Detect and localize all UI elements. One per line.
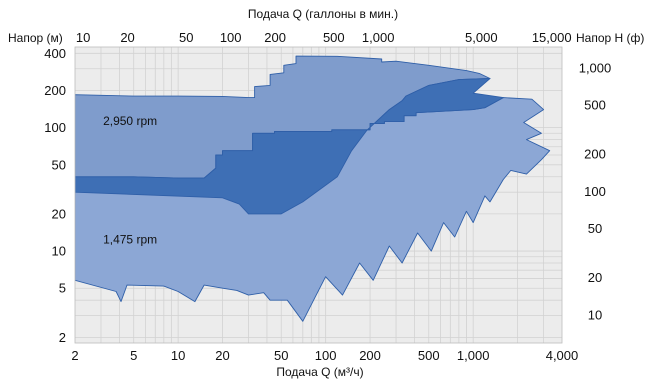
x2-tick-label: 5,000 [465, 30, 498, 45]
annotations: 2,950 rpm 1,475 rpm [103, 114, 157, 247]
y2-tick-label: 10 [588, 307, 602, 322]
range-area-overlap [75, 78, 504, 215]
operating-ranges [75, 55, 551, 322]
x2-tick-label: 50 [179, 30, 193, 45]
rpm-annotation: 1,475 rpm [103, 233, 157, 247]
x2-tick-label: 1,000 [362, 30, 395, 45]
y-tick-label: 400 [44, 46, 66, 61]
x-tick-label: 20 [215, 348, 229, 363]
y-tick-label: 2 [59, 330, 66, 345]
rpm-annotation: 2,950 rpm [103, 114, 157, 128]
y-axis-title: Напор (м) [8, 31, 63, 45]
y2-tick-label: 20 [588, 270, 602, 285]
x2-tick-label: 200 [264, 30, 286, 45]
x-tick-label: 2 [71, 348, 78, 363]
y-tick-label: 5 [59, 281, 66, 296]
x2-tick-label: 20 [120, 30, 134, 45]
x-tick-label: 10 [171, 348, 185, 363]
x2-tick-label: 10 [76, 30, 90, 45]
x2-tick-label: 100 [220, 30, 242, 45]
x-tick-label: 50 [274, 348, 288, 363]
x2-tick-label: 15,000 [532, 30, 572, 45]
x-tick-label: 200 [359, 348, 381, 363]
y-tick-label: 20 [52, 206, 66, 221]
y2-tick-label: 100 [584, 184, 606, 199]
y2-tick-label: 500 [584, 98, 606, 113]
axis-ticks: 2 5 10 20 50 100 200 500 1,000 4,000 10 20 50 100 200 5… [44, 30, 611, 363]
x-tick-label: 1,000 [457, 348, 490, 363]
x-tick-label: 4,000 [546, 348, 579, 363]
y-tick-label: 100 [44, 120, 66, 135]
plot-frame [74, 46, 563, 344]
y-tick-label: 10 [52, 244, 66, 259]
x2-tick-label: 500 [323, 30, 345, 45]
y2-axis-title: Напор H (ф) [576, 31, 644, 45]
x-tick-label: 100 [315, 348, 337, 363]
y-tick-label: 50 [52, 157, 66, 172]
x-tick-label: 500 [418, 348, 440, 363]
y-tick-label: 200 [44, 83, 66, 98]
x2-axis-title: Подача Q (галлоны в мин.) [248, 7, 398, 21]
x-axis-title: Подача Q (м³/ч) [276, 365, 363, 379]
x-tick-label: 5 [130, 348, 137, 363]
y2-tick-label: 200 [584, 147, 606, 162]
y2-tick-label: 1,000 [579, 60, 612, 75]
y2-tick-label: 50 [588, 221, 602, 236]
